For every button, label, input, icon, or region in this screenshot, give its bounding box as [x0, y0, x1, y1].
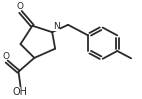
Text: O: O: [16, 2, 23, 11]
Text: OH: OH: [13, 87, 28, 97]
Text: N: N: [53, 22, 60, 31]
Text: O: O: [2, 52, 9, 61]
